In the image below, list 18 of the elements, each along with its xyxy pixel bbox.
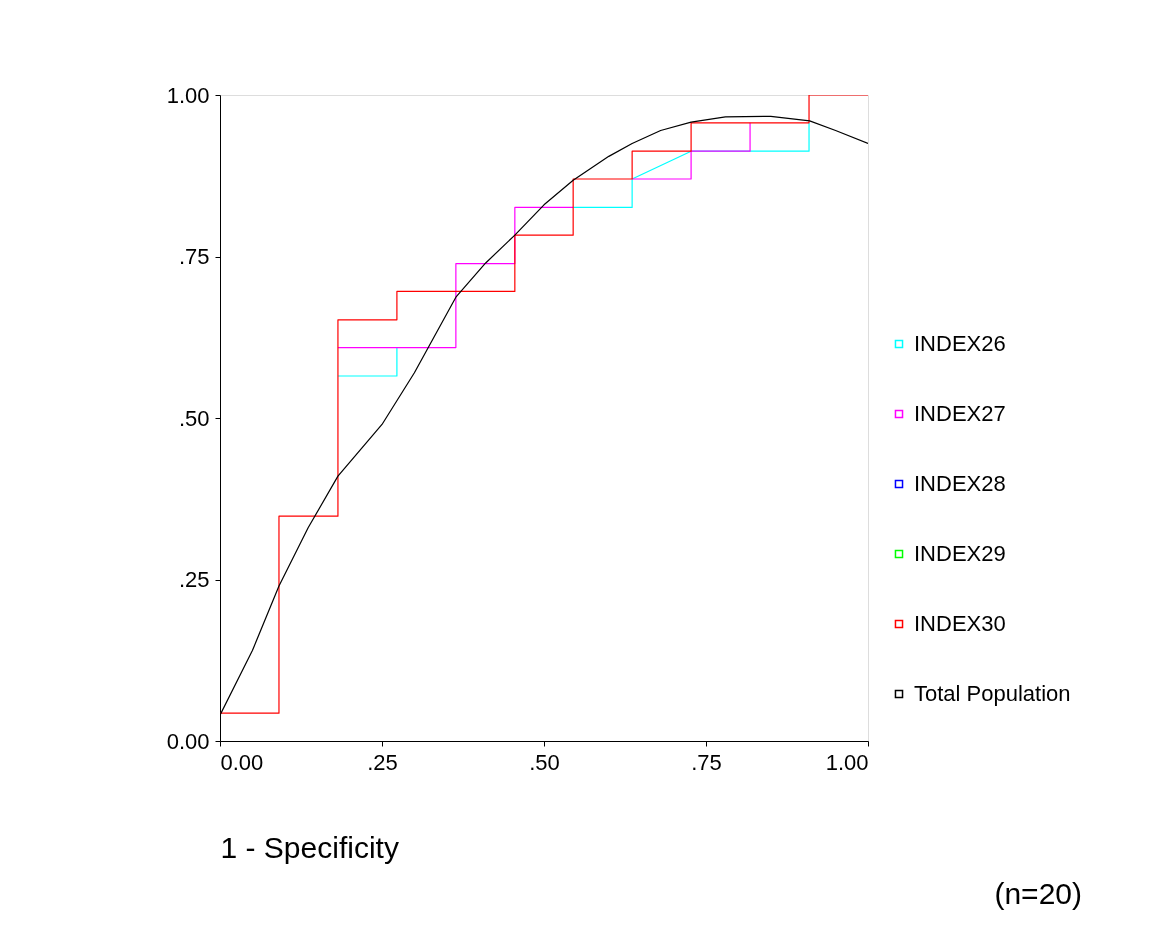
y-tick-label: .50	[178, 405, 210, 431]
x-tick-label: .50	[529, 749, 560, 775]
text: (n=20)	[994, 877, 1082, 910]
x-tick-label: .25	[367, 749, 398, 775]
x-tick-label: 0.00	[220, 749, 264, 775]
y-tick-label: .25	[178, 567, 210, 592]
y-tick-label: 0.00	[166, 728, 210, 754]
legend-label: Total Population	[914, 681, 1071, 706]
legend-label: INDEX28	[914, 471, 1006, 496]
x-axis-title: 1 - Specificity	[220, 830, 399, 864]
legend-label: INDEX29	[914, 541, 1006, 566]
x-tick-label: 1.00	[825, 749, 869, 775]
y-tick-label: 1.00	[166, 82, 210, 108]
legend-label: INDEX26	[914, 331, 1006, 356]
x-tick-label: .75	[691, 749, 722, 775]
legend-label: INDEX30	[914, 611, 1006, 636]
y-tick-label: .75	[178, 244, 210, 269]
legend-label: INDEX27	[914, 401, 1006, 426]
